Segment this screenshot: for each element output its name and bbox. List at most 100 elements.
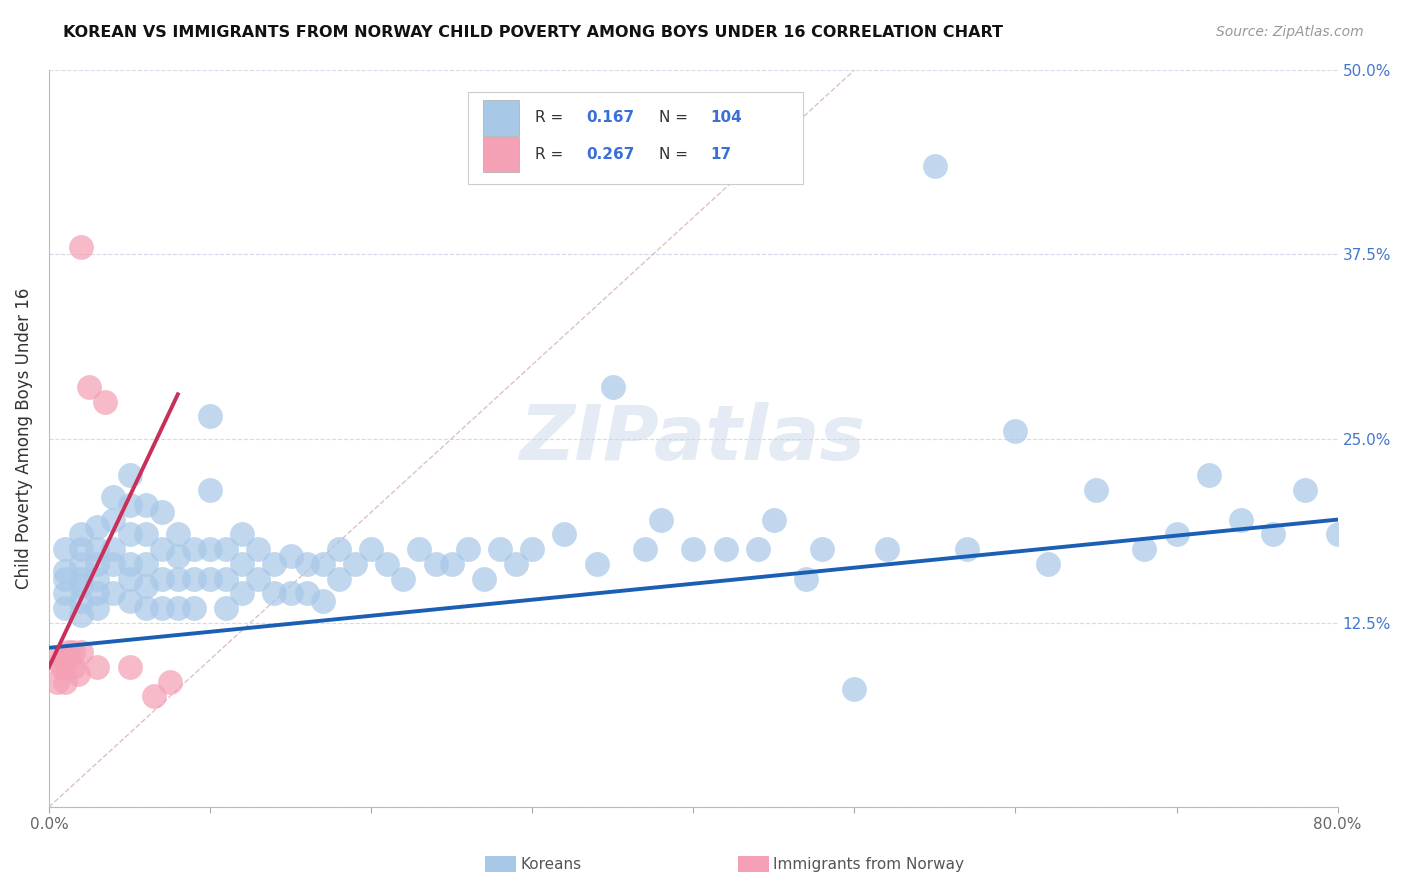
Point bbox=[62, 645, 84, 659]
Point bbox=[747, 542, 769, 557]
Text: ZIPatlas: ZIPatlas bbox=[520, 401, 866, 475]
Point bbox=[86, 557, 108, 571]
Point bbox=[150, 572, 173, 586]
Point bbox=[135, 601, 157, 615]
Point bbox=[135, 579, 157, 593]
Point bbox=[135, 557, 157, 571]
Point bbox=[457, 542, 479, 557]
Text: Immigrants from Norway: Immigrants from Norway bbox=[773, 857, 965, 871]
Point bbox=[142, 690, 165, 704]
Point bbox=[392, 572, 415, 586]
Point bbox=[77, 380, 100, 394]
Point bbox=[440, 557, 463, 571]
Point bbox=[62, 660, 84, 674]
Point bbox=[103, 586, 125, 600]
Point bbox=[53, 572, 76, 586]
Point bbox=[215, 572, 238, 586]
Point bbox=[86, 660, 108, 674]
Point bbox=[1263, 527, 1285, 541]
Point bbox=[53, 674, 76, 689]
Point bbox=[811, 542, 834, 557]
Point bbox=[794, 572, 817, 586]
Point bbox=[166, 572, 188, 586]
Point bbox=[231, 527, 253, 541]
Point bbox=[280, 549, 302, 564]
FancyBboxPatch shape bbox=[468, 92, 803, 185]
Point bbox=[231, 557, 253, 571]
Point bbox=[166, 549, 188, 564]
Point bbox=[103, 512, 125, 526]
Point bbox=[183, 601, 205, 615]
Point bbox=[86, 542, 108, 557]
Point bbox=[183, 542, 205, 557]
Point bbox=[150, 542, 173, 557]
Point bbox=[86, 520, 108, 534]
Point bbox=[103, 491, 125, 505]
Text: 17: 17 bbox=[710, 147, 731, 162]
Point bbox=[1230, 512, 1253, 526]
Point bbox=[408, 542, 430, 557]
Point bbox=[118, 593, 141, 607]
Text: R =: R = bbox=[534, 111, 568, 126]
Point bbox=[70, 557, 93, 571]
Point bbox=[215, 542, 238, 557]
Point bbox=[70, 593, 93, 607]
Point bbox=[1166, 527, 1188, 541]
Text: Koreans: Koreans bbox=[520, 857, 581, 871]
Text: N =: N = bbox=[658, 147, 692, 162]
Point bbox=[53, 652, 76, 666]
Point bbox=[344, 557, 367, 571]
Point bbox=[70, 579, 93, 593]
Point bbox=[118, 527, 141, 541]
Point bbox=[844, 682, 866, 697]
Point bbox=[53, 586, 76, 600]
Point bbox=[150, 505, 173, 519]
Point bbox=[328, 572, 350, 586]
Point bbox=[70, 542, 93, 557]
Point bbox=[70, 608, 93, 623]
Point bbox=[159, 674, 181, 689]
Bar bbox=[484, 100, 519, 136]
Point bbox=[86, 572, 108, 586]
Point bbox=[602, 380, 624, 394]
Point bbox=[263, 586, 285, 600]
Point bbox=[118, 468, 141, 483]
Point bbox=[46, 674, 69, 689]
Text: 104: 104 bbox=[710, 111, 742, 126]
Point bbox=[66, 667, 89, 681]
Point bbox=[1294, 483, 1316, 497]
Point bbox=[762, 512, 785, 526]
Point bbox=[231, 586, 253, 600]
Point bbox=[682, 542, 704, 557]
Point bbox=[295, 586, 318, 600]
Point bbox=[247, 572, 270, 586]
Point bbox=[472, 572, 495, 586]
Point bbox=[51, 660, 73, 674]
Point bbox=[198, 572, 221, 586]
Point bbox=[924, 159, 946, 173]
Point bbox=[215, 601, 238, 615]
Point bbox=[1198, 468, 1220, 483]
Point bbox=[263, 557, 285, 571]
Point bbox=[198, 409, 221, 424]
Point bbox=[1133, 542, 1156, 557]
Point bbox=[166, 527, 188, 541]
Point bbox=[94, 394, 117, 409]
Point bbox=[118, 557, 141, 571]
Point bbox=[53, 601, 76, 615]
Point bbox=[714, 542, 737, 557]
Point bbox=[522, 542, 544, 557]
Point bbox=[312, 593, 335, 607]
Point bbox=[328, 542, 350, 557]
Point bbox=[425, 557, 447, 571]
Text: R =: R = bbox=[534, 147, 568, 162]
Text: KOREAN VS IMMIGRANTS FROM NORWAY CHILD POVERTY AMONG BOYS UNDER 16 CORRELATION C: KOREAN VS IMMIGRANTS FROM NORWAY CHILD P… bbox=[63, 25, 1004, 40]
Point bbox=[70, 240, 93, 254]
Point bbox=[70, 645, 93, 659]
Point bbox=[135, 527, 157, 541]
Point bbox=[634, 542, 657, 557]
Point bbox=[312, 557, 335, 571]
Y-axis label: Child Poverty Among Boys Under 16: Child Poverty Among Boys Under 16 bbox=[15, 288, 32, 590]
Point bbox=[650, 512, 672, 526]
Point bbox=[1004, 424, 1026, 438]
